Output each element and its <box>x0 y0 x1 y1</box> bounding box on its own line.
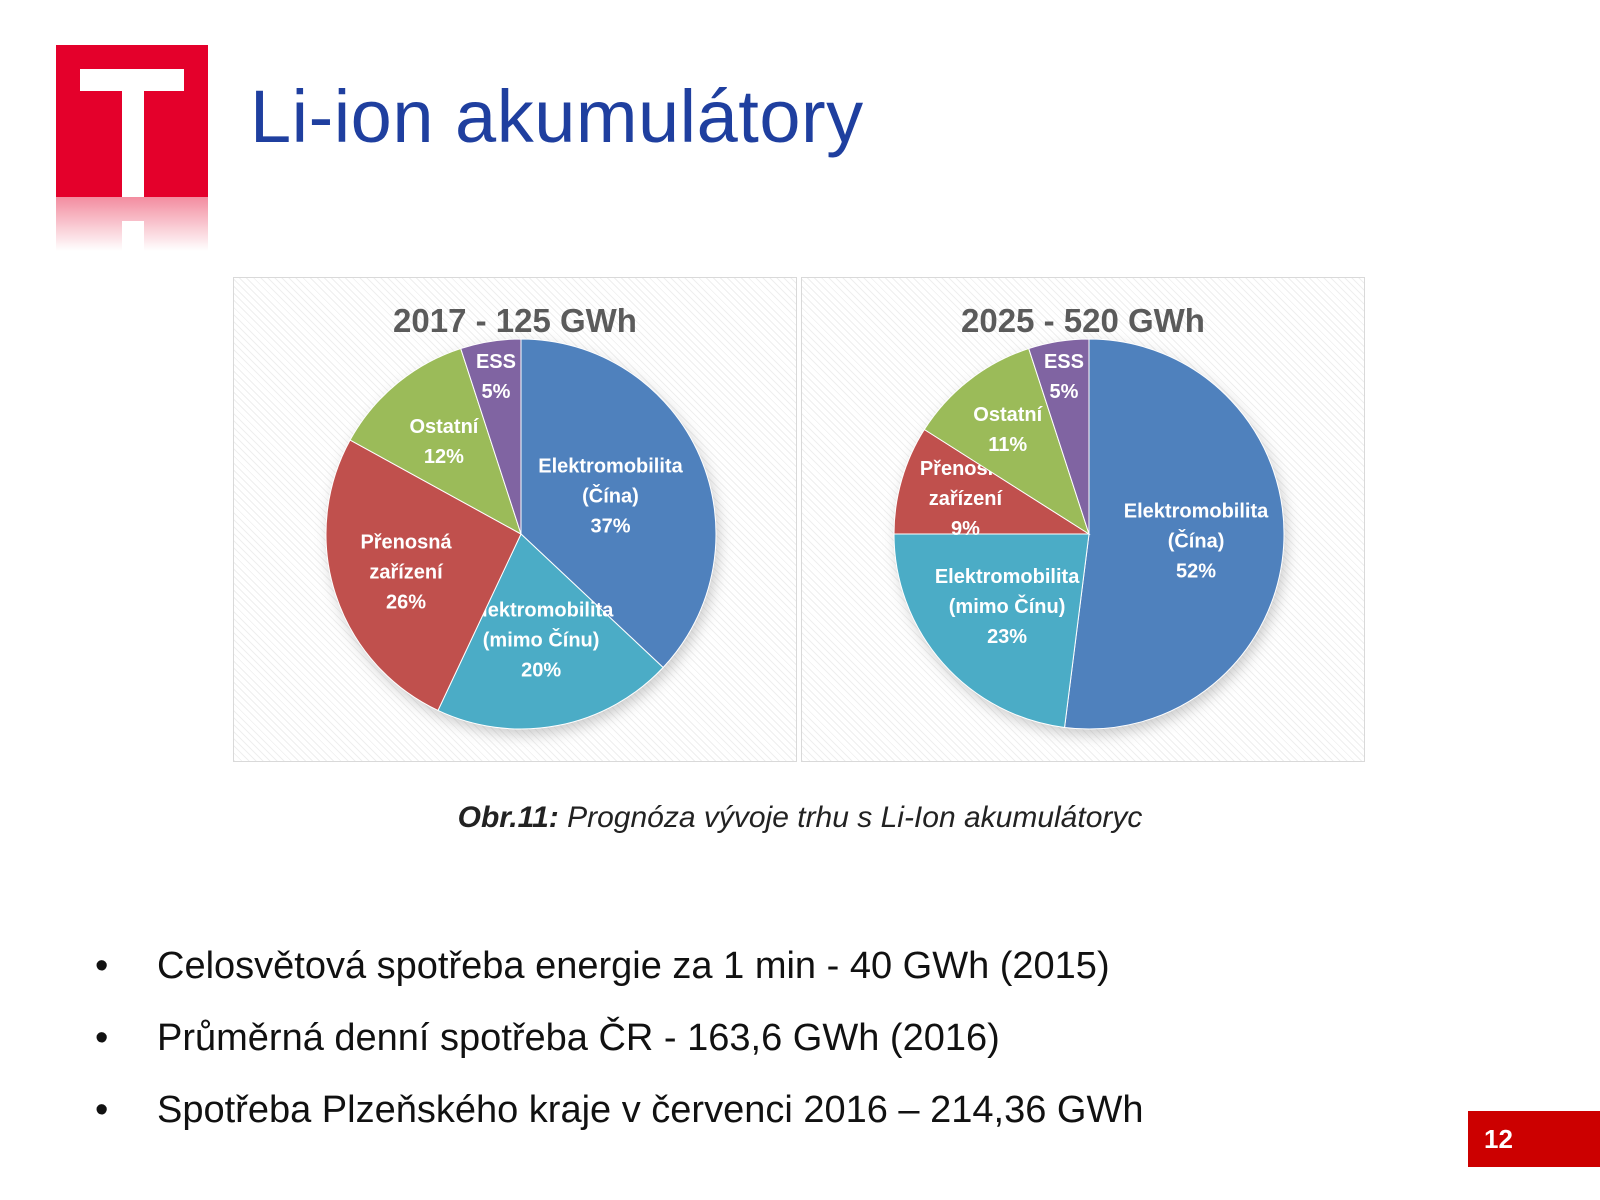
bullet-dot-icon: • <box>95 1089 109 1131</box>
slice-value-label: 20% <box>521 659 561 681</box>
slice-category-label: ESS <box>1044 351 1084 373</box>
slice-value-label: 52% <box>1176 561 1216 583</box>
slice-value-label: 37% <box>590 515 630 537</box>
bullet-item: • Celosvětová spotřeba energie za 1 min -… <box>95 940 1143 1012</box>
caption-text: Prognóza vývoje trhu s Li-Ion akumulátor… <box>558 801 1143 834</box>
bullet-text: Spotřeba Plzeňského kraje v červenci 201… <box>157 1089 1144 1131</box>
charts-figure: 2017 - 125 GWh Elektromobilita (Čína) 37% E… <box>233 277 1365 764</box>
slice-category-label: Elektromobilita <box>1124 501 1269 523</box>
slice-category-label: Elektromobilita <box>935 566 1080 588</box>
slice-value-label: 5% <box>1050 381 1079 403</box>
bullet-text: Celosvětová spotřeba energie za 1 min - … <box>157 945 1110 987</box>
slice-category-label: (Čína) <box>582 483 639 507</box>
pie-slice <box>520 338 717 669</box>
slice-category-label: Přenosná <box>360 531 452 553</box>
pie-slice <box>460 338 522 535</box>
slice-category-label: zařízení <box>369 561 444 583</box>
slice-category-label: (Čína) <box>1168 529 1225 553</box>
slice-category-label: Elektromobilita <box>538 455 683 477</box>
slice-category-label: zařízení <box>929 488 1004 510</box>
bullet-list: • Celosvětová spotřeba energie za 1 min -… <box>95 940 1143 1156</box>
figure-caption: Obr.11: Prognóza vývoje trhu s Li-Ion ak… <box>0 801 1600 835</box>
bullet-text: Průměrná denní spotřeba ČR - 163,6 GWh (… <box>157 1017 1000 1059</box>
slice-category-label: (mimo Čínu) <box>483 627 600 651</box>
pie-slice <box>1028 338 1090 535</box>
bullet-item: • Spotřeba Plzeňského kraje v červenci 20… <box>95 1084 1143 1156</box>
slice-category-label: Elektromobilita <box>469 599 614 621</box>
bullet-item: • Průměrná denní spotřeba ČR - 163,6 GWh … <box>95 1012 1143 1084</box>
pie-slice <box>893 533 1090 729</box>
slice-value-label: 9% <box>951 518 980 540</box>
pie-slice <box>923 347 1090 536</box>
page-number: 12 <box>1468 1111 1600 1167</box>
university-logo <box>56 45 208 251</box>
slice-value-label: 12% <box>424 446 464 468</box>
chart-title: 2025 - 520 GWh <box>961 302 1205 339</box>
slice-category-label: (mimo Čínu) <box>949 594 1066 618</box>
pie-slice <box>893 428 1091 535</box>
pie-chart-2017: 2017 - 125 GWh Elektromobilita (Čína) 37% E… <box>233 277 797 762</box>
slice-category-label: ESS <box>476 351 516 373</box>
slice-category-label: Ostatní <box>409 416 479 438</box>
pie-slice <box>349 347 522 536</box>
page-title: Li-ion akumulátory <box>250 75 864 158</box>
pie-slice <box>1064 338 1285 730</box>
slice-value-label: 23% <box>987 626 1027 648</box>
bullet-dot-icon: • <box>95 1017 109 1059</box>
slice-value-label: 11% <box>988 434 1027 456</box>
pie-slice <box>437 533 664 730</box>
slice-category-label: Ostatní <box>973 404 1043 426</box>
pie-chart-svg: Elektromobilita (Čína) 52% Elektromobilita (… <box>893 338 1287 735</box>
slice-value-label: 26% <box>386 591 426 613</box>
pie-chart-2025: 2025 - 520 GWh Elektromobilita (Čína) 52% E… <box>801 277 1365 762</box>
caption-lead: Obr.11: <box>457 801 559 834</box>
chart-title: 2017 - 125 GWh <box>393 302 637 339</box>
pie-chart-svg: Elektromobilita (Čína) 37% Elektromobilita (… <box>325 338 719 735</box>
bullet-dot-icon: • <box>95 945 109 987</box>
slice-value-label: 5% <box>482 381 511 403</box>
